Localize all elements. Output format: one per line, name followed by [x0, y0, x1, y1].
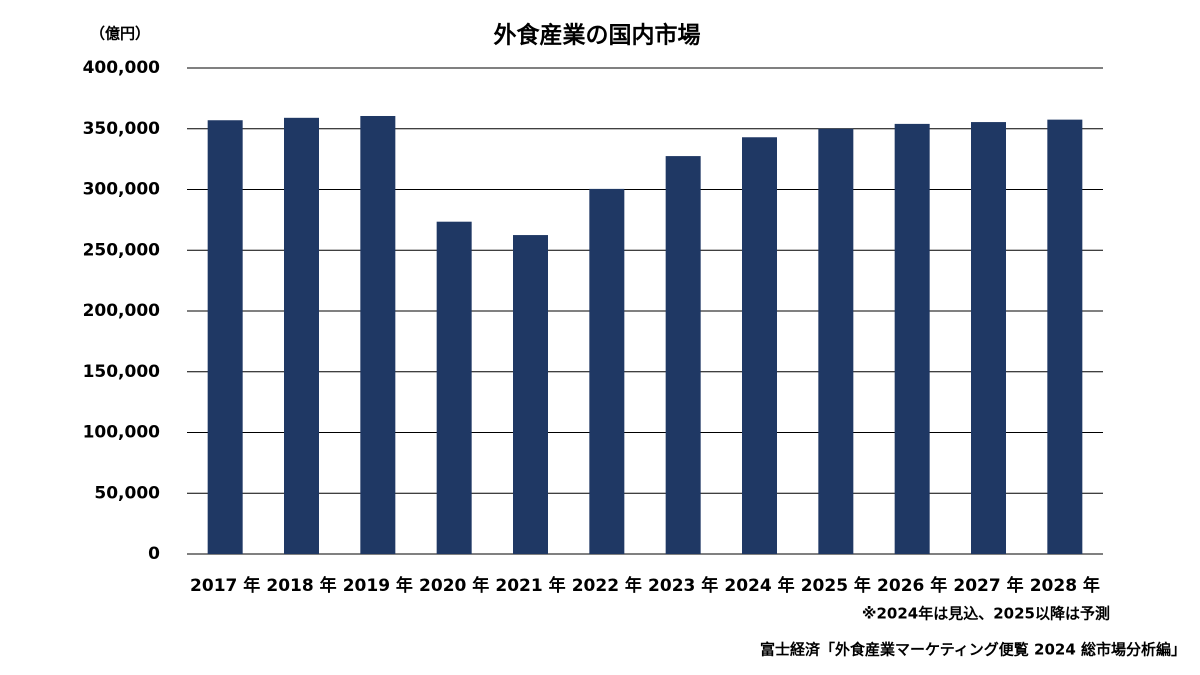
bar: [360, 115, 396, 555]
bar: [589, 188, 625, 554]
y-tick-label: 350,000: [83, 119, 161, 139]
y-tick-label: 300,000: [83, 180, 161, 200]
x-tick-label: 2025 年: [801, 575, 871, 596]
bar: [513, 235, 548, 554]
bar: [207, 120, 243, 555]
y-tick-label: 0: [148, 544, 160, 564]
x-tick-label: 2023 年: [648, 575, 718, 596]
y-tick-label: 250,000: [83, 240, 161, 260]
bar: [894, 123, 930, 554]
bar: [665, 156, 701, 554]
bar: [436, 221, 472, 554]
x-tick-label: 2022 年: [572, 575, 642, 596]
y-tick-label: 200,000: [83, 301, 161, 321]
x-tick-label: 2027 年: [953, 575, 1023, 596]
x-tick-label: 2018 年: [266, 575, 336, 596]
bar: [818, 128, 854, 554]
chart-title: 外食産業の国内市場: [494, 22, 701, 49]
y-tick-label: 100,000: [83, 423, 161, 443]
source: 富士経済「外食産業マーケティング便覧 2024 総市場分析編」: [760, 641, 1186, 659]
x-tick-label: 2026 年: [877, 575, 947, 596]
y-tick-label: 150,000: [83, 362, 161, 382]
bar: [284, 117, 319, 554]
bar: [742, 137, 777, 554]
x-tick-label: 2019 年: [343, 575, 413, 596]
x-tick-label: 2028 年: [1030, 575, 1100, 596]
x-tick-label: 2020 年: [419, 575, 489, 596]
bar: [971, 122, 1006, 554]
y-tick-label: 400,000: [83, 58, 161, 78]
x-tick-label: 2021 年: [495, 575, 565, 596]
y-tick-label: 50,000: [94, 483, 160, 503]
note: ※2024年は見込、2025以降は予測: [862, 605, 1110, 623]
x-tick-label: 2024 年: [724, 575, 794, 596]
bar: [1047, 119, 1083, 554]
y-unit: （億円）: [90, 25, 150, 43]
x-tick-label: 2017 年: [190, 575, 260, 596]
